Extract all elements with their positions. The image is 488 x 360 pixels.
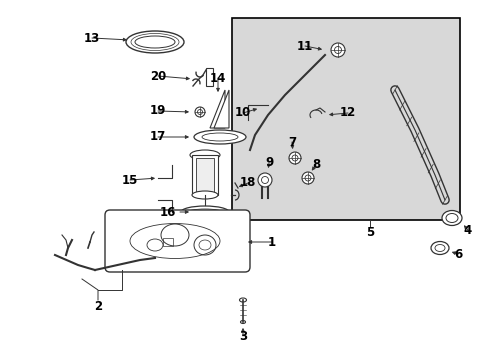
Ellipse shape bbox=[195, 107, 204, 117]
Text: 15: 15 bbox=[122, 174, 138, 186]
Text: 8: 8 bbox=[311, 158, 320, 171]
Text: 14: 14 bbox=[209, 72, 226, 85]
Text: 7: 7 bbox=[287, 135, 295, 148]
Text: 13: 13 bbox=[84, 31, 100, 45]
Text: 10: 10 bbox=[234, 107, 251, 120]
Text: 6: 6 bbox=[453, 248, 461, 261]
Text: 17: 17 bbox=[149, 130, 166, 144]
Text: 1: 1 bbox=[267, 235, 276, 248]
Text: 5: 5 bbox=[365, 225, 373, 238]
Text: 4: 4 bbox=[463, 224, 471, 237]
Bar bbox=[205, 68, 213, 86]
Ellipse shape bbox=[190, 150, 220, 160]
Text: 11: 11 bbox=[296, 40, 312, 53]
Polygon shape bbox=[214, 90, 228, 128]
Text: 20: 20 bbox=[149, 69, 166, 82]
Text: 2: 2 bbox=[94, 301, 102, 314]
Bar bbox=[196, 158, 214, 193]
Ellipse shape bbox=[126, 31, 183, 53]
Ellipse shape bbox=[288, 152, 301, 164]
Text: 9: 9 bbox=[264, 157, 273, 170]
Ellipse shape bbox=[302, 172, 313, 184]
Ellipse shape bbox=[181, 206, 228, 218]
Text: 19: 19 bbox=[149, 104, 166, 117]
Bar bbox=[192, 155, 218, 195]
Text: 3: 3 bbox=[239, 329, 246, 342]
Ellipse shape bbox=[330, 43, 345, 57]
Bar bbox=[231, 18, 459, 220]
FancyBboxPatch shape bbox=[105, 210, 249, 272]
Ellipse shape bbox=[258, 173, 271, 187]
Ellipse shape bbox=[194, 130, 245, 144]
Text: 16: 16 bbox=[160, 206, 176, 219]
Bar bbox=[163, 238, 173, 246]
Ellipse shape bbox=[430, 242, 448, 255]
Polygon shape bbox=[209, 90, 224, 128]
Ellipse shape bbox=[239, 298, 246, 302]
Ellipse shape bbox=[441, 211, 461, 225]
Text: 12: 12 bbox=[339, 107, 355, 120]
Ellipse shape bbox=[240, 320, 245, 324]
Text: 18: 18 bbox=[239, 176, 256, 189]
Ellipse shape bbox=[192, 191, 218, 199]
